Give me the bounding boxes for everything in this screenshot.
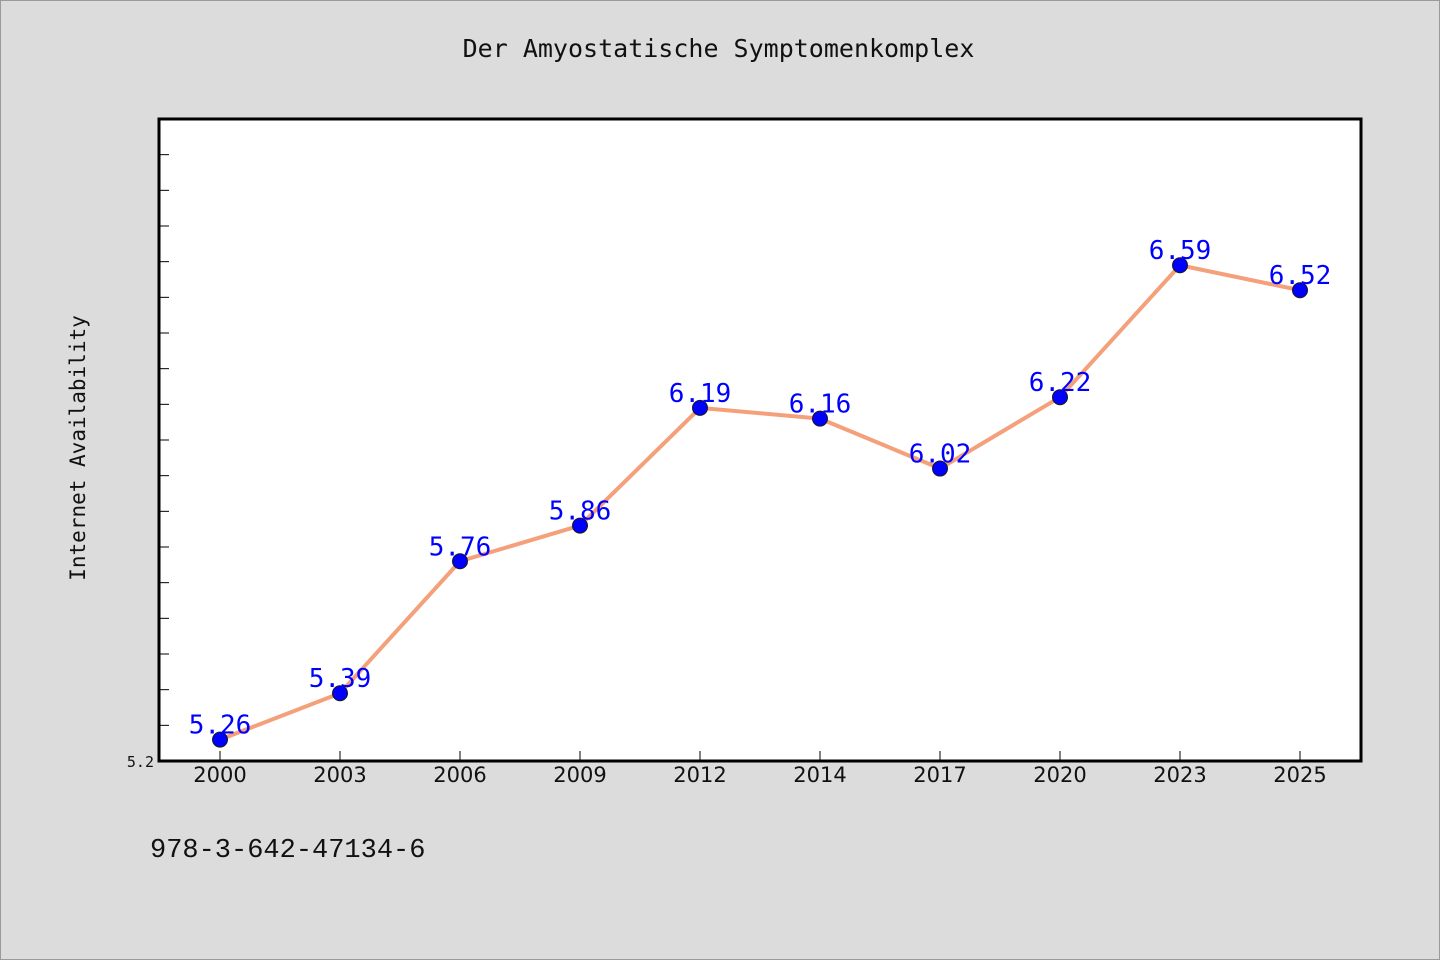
x-tick-label: 2014 bbox=[793, 763, 846, 787]
x-axis-ticks: 2000 2003 2006 2009 2012 2014 2017 2020 2023 2025 bbox=[193, 751, 1327, 787]
series-group: 5.26 5.39 5.76 5.86 6.19 6.16 6.02 6.22 6.59 6.52 bbox=[189, 236, 1332, 748]
data-label: 6.59 bbox=[1149, 236, 1212, 266]
x-tick-label: 2003 bbox=[313, 763, 366, 787]
data-point bbox=[1172, 257, 1188, 274]
data-point bbox=[1052, 389, 1068, 406]
data-point bbox=[452, 553, 468, 570]
x-tick-label: 2012 bbox=[673, 763, 726, 787]
x-tick-label: 2009 bbox=[553, 763, 606, 787]
x-tick-label: 2006 bbox=[433, 763, 486, 787]
plot-area bbox=[157, 117, 1363, 763]
data-point bbox=[1292, 282, 1308, 299]
data-point bbox=[212, 731, 228, 748]
data-point bbox=[812, 410, 828, 427]
x-tick-label: 2000 bbox=[193, 763, 246, 787]
data-label: 6.02 bbox=[909, 440, 972, 470]
data-point bbox=[332, 685, 348, 702]
x-tick-label: 2020 bbox=[1033, 763, 1086, 787]
data-label: 5.76 bbox=[429, 532, 492, 562]
chart-title: Der Amyostatische Symptomenkomplex bbox=[462, 34, 975, 63]
series-line bbox=[219, 263, 1301, 742]
data-point bbox=[692, 399, 708, 416]
x-tick-label: 2025 bbox=[1273, 763, 1326, 787]
data-label: 5.86 bbox=[549, 497, 612, 527]
data-point bbox=[572, 517, 588, 534]
y-axis-ticks: 5.2 bbox=[127, 154, 169, 771]
data-label: 6.22 bbox=[1029, 368, 1092, 398]
data-label: 5.26 bbox=[189, 711, 252, 741]
x-tick-label: 2023 bbox=[1153, 763, 1206, 787]
data-point bbox=[932, 460, 948, 477]
y-tick-label: 5.2 bbox=[127, 753, 154, 771]
x-tick-label: 2017 bbox=[913, 763, 966, 787]
footer-isbn: 978-3-642-47134-6 bbox=[150, 836, 426, 866]
data-label: 6.19 bbox=[669, 379, 732, 409]
data-label: 5.39 bbox=[309, 664, 372, 694]
data-label: 6.16 bbox=[789, 390, 852, 420]
data-label: 6.52 bbox=[1269, 261, 1332, 291]
